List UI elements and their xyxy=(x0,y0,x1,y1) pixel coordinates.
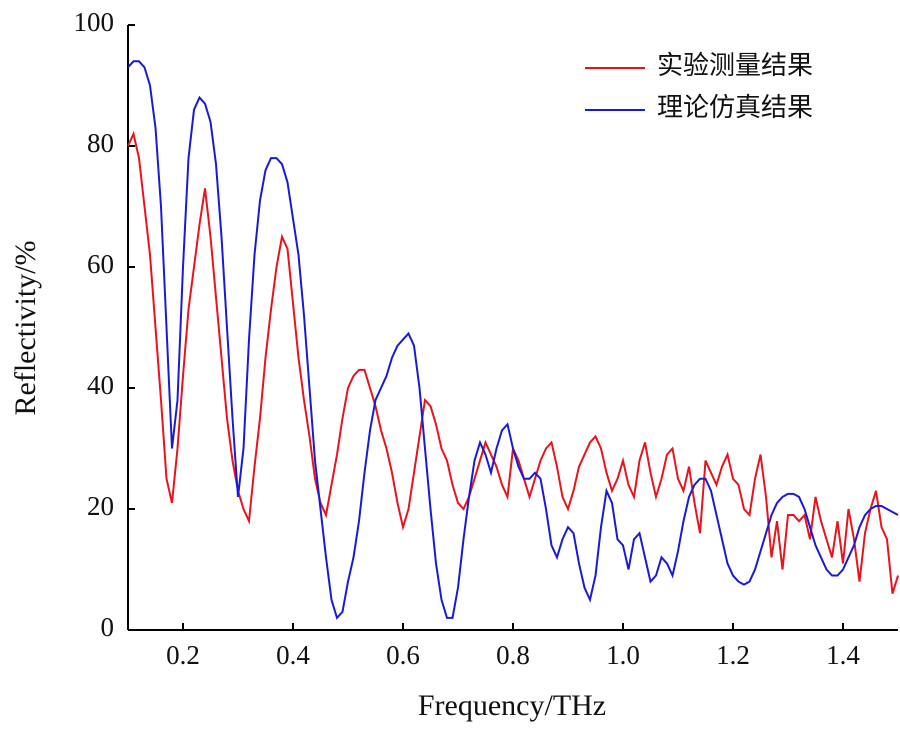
y-tick-label: 100 xyxy=(74,7,115,37)
x-tick-label: 1.4 xyxy=(826,640,860,670)
y-tick-label: 40 xyxy=(87,370,114,400)
x-tick-label: 1.2 xyxy=(716,640,750,670)
x-tick-label: 0.4 xyxy=(276,640,310,670)
y-tick-label: 60 xyxy=(87,249,114,279)
x-axis-label: Frequency/THz xyxy=(418,689,606,722)
series-line xyxy=(127,130,899,594)
legend-label: 理论仿真结果 xyxy=(657,93,813,122)
x-tick-label: 0.2 xyxy=(166,640,200,670)
x-tick-label: 0.8 xyxy=(496,640,530,670)
x-tick-label: 0.6 xyxy=(386,640,420,670)
legend-label: 实验测量结果 xyxy=(657,51,813,80)
series-line xyxy=(127,60,899,620)
x-tick-label: 1.0 xyxy=(606,640,640,670)
y-axis-label: Reflectivity/% xyxy=(9,241,42,416)
y-tick-label: 80 xyxy=(87,128,114,158)
y-tick-label: 0 xyxy=(101,612,115,642)
y-tick-label: 20 xyxy=(87,491,114,521)
